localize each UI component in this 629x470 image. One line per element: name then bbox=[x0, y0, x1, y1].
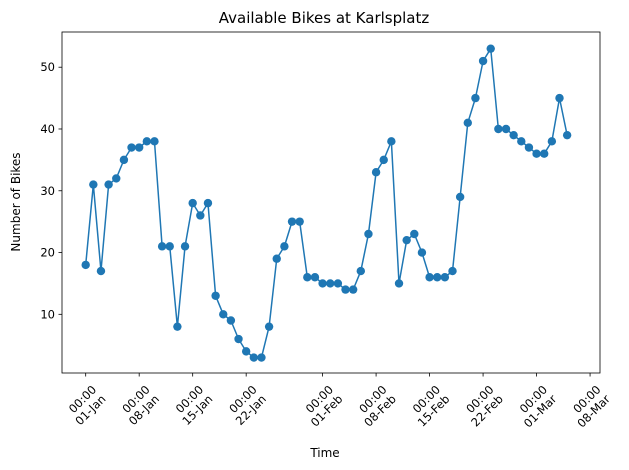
x-tick-label: 00:0022-Jan bbox=[223, 383, 269, 429]
data-point bbox=[540, 149, 549, 158]
data-point bbox=[532, 149, 541, 158]
x-tick-label: 00:0001-Jan bbox=[63, 383, 109, 429]
data-point bbox=[196, 211, 205, 220]
data-point bbox=[249, 353, 259, 362]
data-point bbox=[89, 180, 98, 189]
data-point bbox=[180, 242, 190, 251]
data-point bbox=[173, 322, 182, 331]
data-point bbox=[96, 266, 106, 276]
data-point bbox=[287, 217, 297, 226]
data-point bbox=[333, 279, 343, 288]
data-point bbox=[104, 180, 113, 189]
chart-title: Available Bikes at Karlsplatz bbox=[219, 9, 430, 27]
data-point bbox=[280, 242, 289, 251]
y-tick-label: 50 bbox=[40, 60, 55, 74]
y-tick-label: 30 bbox=[40, 184, 55, 198]
data-point bbox=[341, 285, 350, 294]
x-tick-label: 00:0008-Feb bbox=[352, 383, 399, 430]
data-point bbox=[157, 242, 167, 251]
data-point bbox=[226, 316, 236, 325]
data-point bbox=[134, 143, 144, 152]
x-tick-label: 00:0022-Feb bbox=[459, 383, 506, 430]
series-group bbox=[81, 44, 572, 362]
data-point bbox=[517, 137, 526, 146]
x-tick-label: 00:0001-Mar bbox=[511, 382, 559, 430]
data-point bbox=[379, 155, 388, 165]
data-point bbox=[112, 174, 121, 183]
data-point bbox=[127, 143, 136, 152]
y-axis-label: Number of Bikes bbox=[9, 152, 23, 251]
data-point bbox=[509, 130, 518, 140]
x-tick-label: 00:0015-Feb bbox=[405, 383, 452, 430]
data-point bbox=[455, 192, 465, 202]
data-point bbox=[478, 56, 488, 66]
data-point bbox=[257, 353, 266, 362]
data-point bbox=[150, 137, 159, 146]
data-point bbox=[165, 242, 174, 251]
data-point bbox=[356, 266, 365, 276]
data-point bbox=[371, 168, 381, 177]
x-tick-label: 00:0001-Feb bbox=[298, 383, 345, 430]
data-point bbox=[547, 137, 557, 146]
data-point bbox=[394, 279, 404, 288]
data-point bbox=[501, 124, 511, 134]
y-tick-label: 40 bbox=[40, 122, 55, 136]
data-point bbox=[425, 273, 434, 282]
y-tick-label: 10 bbox=[40, 307, 55, 321]
data-point bbox=[188, 198, 197, 208]
y-axis-ticks: 10 20 30 40 50 bbox=[40, 60, 62, 321]
plot-frame bbox=[61, 31, 601, 374]
data-point bbox=[494, 124, 503, 134]
data-point bbox=[440, 273, 450, 282]
data-point bbox=[326, 279, 335, 288]
data-point bbox=[295, 217, 304, 226]
data-point bbox=[203, 198, 213, 208]
data-point bbox=[310, 273, 320, 282]
data-point bbox=[211, 291, 220, 300]
data-point bbox=[348, 285, 358, 294]
data-point bbox=[234, 334, 243, 344]
data-point bbox=[81, 260, 90, 270]
x-tick-label: 00:0008-Jan bbox=[116, 383, 162, 429]
data-point bbox=[303, 273, 312, 282]
data-point bbox=[555, 93, 564, 103]
data-point bbox=[272, 254, 281, 263]
data-point bbox=[142, 137, 152, 146]
data-point bbox=[486, 44, 495, 53]
x-axis-ticks: 00:0001-Jan 00:0008-Jan 00:0015-Jan 00:0022… bbox=[63, 373, 613, 430]
data-point bbox=[417, 248, 427, 257]
data-point bbox=[433, 273, 442, 282]
data-point bbox=[463, 118, 472, 128]
x-tick-label: 00:0015-Jan bbox=[170, 383, 216, 429]
y-tick-label: 20 bbox=[40, 246, 55, 260]
data-point bbox=[119, 155, 129, 165]
data-point bbox=[448, 266, 457, 276]
data-point bbox=[241, 347, 251, 356]
x-axis-label: Time bbox=[309, 446, 339, 460]
data-point bbox=[524, 143, 534, 152]
data-point bbox=[562, 130, 572, 140]
data-point bbox=[402, 235, 411, 245]
data-point bbox=[387, 137, 396, 146]
x-tick-label: 00:0008-Mar bbox=[565, 382, 613, 430]
data-point bbox=[471, 93, 480, 103]
data-point bbox=[410, 229, 419, 239]
data-point bbox=[364, 229, 373, 239]
data-point bbox=[264, 322, 274, 331]
data-point bbox=[318, 279, 327, 288]
data-point bbox=[219, 310, 228, 319]
